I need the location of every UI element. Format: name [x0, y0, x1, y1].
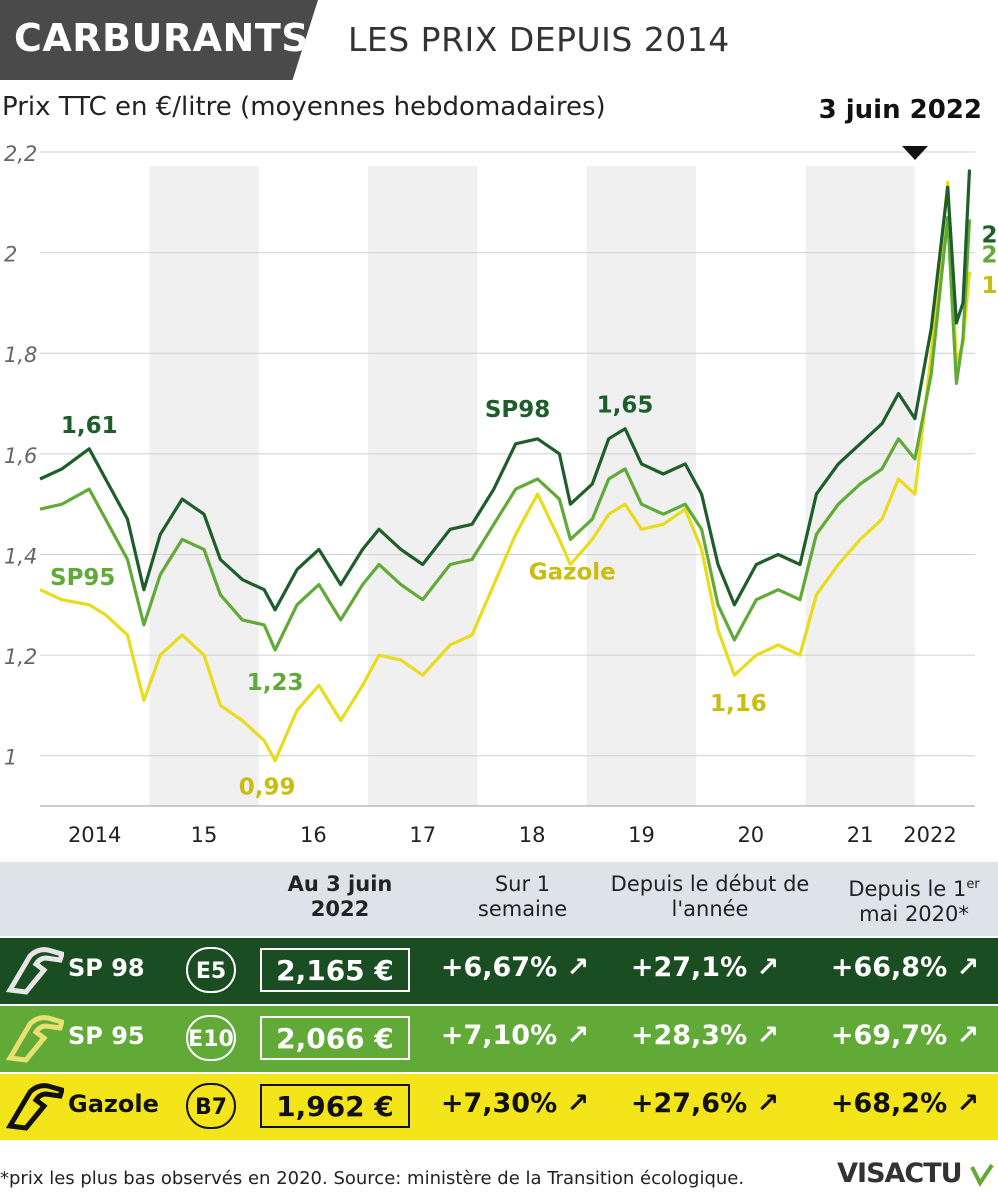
x-tick-label: 19 [628, 823, 655, 847]
fuel-pump-icon [5, 947, 64, 995]
annotation-label: 1,23 [247, 670, 304, 696]
x-tick-label: 2022 [903, 823, 956, 847]
fuel-badge: E5 [186, 947, 236, 993]
y-tick-label: 1,4 [4, 544, 37, 568]
annotation-label: 1,16 [710, 691, 767, 717]
fuel-name: Gazole [68, 1090, 159, 1118]
annotation-label: 1,65 [597, 393, 654, 419]
y-tick-label: 1,8 [4, 343, 37, 367]
fuel-price: 1,962 € [260, 1084, 410, 1128]
annotation-label: 1,962 [982, 273, 998, 299]
year-band [149, 166, 259, 806]
page-subtitle: LES PRIX DEPUIS 2014 [348, 20, 730, 59]
x-tick-label: 2014 [68, 823, 121, 847]
x-axis-ticks: 2014 15 16 17 18 19 20 21 2022 [68, 823, 957, 847]
logo-mark-icon [970, 1163, 994, 1187]
fuel-name: SP 98 [68, 954, 145, 982]
year-band [368, 166, 478, 806]
header-since2020: Depuis le 1er mai 2020* [830, 872, 998, 927]
change-since2020: +68,2% ↗ [830, 1088, 980, 1119]
fuel-badge: E10 [186, 1015, 236, 1061]
change-year: +27,1% ↗ [630, 952, 780, 983]
y-tick-label: 1 [4, 746, 17, 770]
series-line-sp95 [39, 215, 972, 652]
annotation-label: SP95 [50, 565, 115, 591]
header-year: Depuis le début de l'année [605, 872, 815, 922]
x-tick-label: 17 [409, 823, 436, 847]
series-lines [39, 169, 972, 763]
x-tick-label: 15 [191, 823, 218, 847]
x-tick-label: 16 [300, 823, 327, 847]
annotation-label: 1,61 [61, 413, 118, 439]
series-line-gazole [39, 180, 972, 763]
table-row: SP 95 E10 2,066 € +7,10% ↗ +28,3% ↗ +69,… [0, 1006, 998, 1072]
y-tick-label: 1,6 [4, 444, 37, 468]
header-since2020-text: Depuis le 1er mai 2020* [848, 877, 980, 926]
header-week: Sur 1 semaine [455, 872, 590, 922]
header: CARBURANTS LES PRIX DEPUIS 2014 [0, 0, 998, 88]
header-date: Au 3 juin 2022 [270, 872, 410, 922]
header-week-text: Sur 1 semaine [477, 872, 568, 921]
title-box: CARBURANTS [0, 0, 318, 80]
fuel-badge: B7 [186, 1083, 236, 1129]
year-bands [149, 166, 915, 806]
brand-logo: VISACTU [837, 1158, 994, 1189]
y-tick-label: 2,2 [4, 142, 37, 166]
annotation-label: 0,99 [239, 775, 296, 801]
fuel-name: SP 95 [68, 1022, 145, 1050]
fuel-pump-icon [5, 1015, 64, 1063]
annotation-label: Gazole [529, 559, 616, 585]
y-tick-label: 1,2 [4, 645, 37, 669]
unit-label: Prix TTC en €/litre (moyennes hebdomadai… [2, 92, 606, 122]
change-since2020: +69,7% ↗ [830, 1020, 980, 1051]
page-title: CARBURANTS [14, 16, 310, 60]
table-row: Gazole B7 1,962 € +7,30% ↗ +27,6% ↗ +68,… [0, 1074, 998, 1140]
change-year: +27,6% ↗ [630, 1088, 780, 1119]
date-label: 3 juin 2022 [818, 95, 982, 125]
annotation-label: 2,165 [982, 222, 998, 248]
header-year-text: Depuis le début de l'année [610, 872, 810, 921]
price-chart: 1 1,2 1,4 1,6 1,8 2 2,2 2014 15 16 17 18 19 20 21 2022… [4, 142, 998, 847]
fuel-pump-icon [5, 1083, 64, 1131]
x-tick-label: 20 [737, 823, 764, 847]
table-row: SP 98 E5 2,165 € +6,67% ↗ +27,1% ↗ +66,8… [0, 938, 998, 1004]
year-band [586, 166, 697, 806]
fuel-price: 2,066 € [260, 1016, 410, 1060]
x-tick-label: 21 [847, 823, 874, 847]
change-since2020: +66,8% ↗ [830, 952, 980, 983]
change-week: +6,67% ↗ [440, 952, 590, 983]
series-line-sp98 [39, 169, 972, 612]
header-date-text: Au 3 juin 2022 [287, 872, 393, 921]
change-week: +7,30% ↗ [440, 1088, 590, 1119]
annotation-label: SP98 [485, 397, 550, 423]
table-header: Au 3 juin 2022 Sur 1 semaine Depuis le d… [0, 862, 998, 936]
annotation-label: 2,066 [982, 243, 998, 269]
change-week: +7,10% ↗ [440, 1020, 590, 1051]
date-marker-icon [902, 146, 928, 160]
x-tick-label: 18 [519, 823, 546, 847]
change-year: +28,3% ↗ [630, 1020, 780, 1051]
y-tick-label: 2 [4, 243, 17, 267]
annotations: 1,61 SP98 1,65 2,165 SP95 1,23 2,066 Gazole 0,99… [50, 222, 998, 800]
fuel-price: 2,165 € [260, 948, 410, 992]
source-footnote: *prix les plus bas observés en 2020. Sou… [0, 1168, 745, 1189]
y-axis-ticks: 1 1,2 1,4 1,6 1,8 2 2,2 [4, 142, 37, 770]
